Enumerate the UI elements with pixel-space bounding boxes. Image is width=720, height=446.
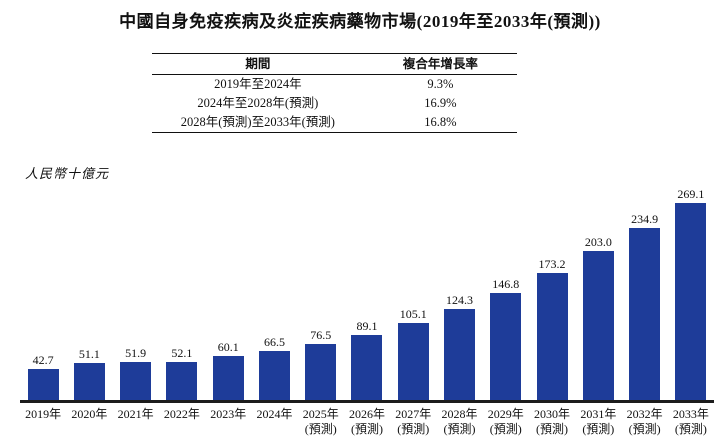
x-axis-line [20,400,714,403]
bar-value-label: 76.5 [310,328,332,342]
x-axis-label: 2028年 (預測) [441,407,478,436]
x-axis-label: 2024年 [256,407,293,421]
bar-chart: 42.7 51.1 51.9 52.1 60.1 66.5 76.5 89.1 105.1 124… [20,185,714,400]
bar-value-label: 234.9 [631,212,659,226]
bar-value-label: 105.1 [399,307,427,322]
bar-value-label: 269.1 [677,187,705,201]
bar-value-label: 146.8 [492,276,520,291]
bar-group: 42.7 [20,185,66,400]
bar [536,273,568,400]
bar [629,228,661,400]
bar-value-label: 124.3 [446,293,474,307]
x-axis-label: 2023年 [210,407,247,421]
bar [120,362,152,400]
bar-value-label: 173.2 [538,257,566,272]
page-title: 中國自身免疫疾病及炎症疾病藥物市場(2019年至2033年(預測)) [119,12,601,31]
bar-value-label: 60.1 [217,340,239,354]
bar [166,361,198,400]
bar-group: 51.1 [66,185,112,400]
x-axis-label: 2031年 (預測) [580,407,617,436]
x-axis-label: 2021年 [117,407,154,421]
bar-group: 60.1 [205,185,251,400]
table-row: 2019年至2024年 9.3% [152,75,517,94]
x-axis-labels: 2019年 2020年 2021年 2022年 2023年 2024年 2025年 (預測) 2… [20,407,714,437]
bar-group: 203.0 [575,185,621,400]
y-axis-unit-label: 人民幣十億元 [25,166,110,181]
cagr-cell: 16.8% [424,115,457,129]
bar-value-label: 51.9 [125,346,147,360]
x-axis-label: 2030年 (預測) [534,407,571,436]
bar-group: 52.1 [159,185,205,400]
bar-value-label: 203.0 [584,235,612,250]
bar [444,309,476,400]
x-axis-label: 2029年 (預測) [487,407,524,436]
x-axis-label: 2019年 [25,407,62,421]
column-header-cagr: 複合年增長率 [402,57,478,71]
bar [73,362,105,400]
cagr-cell: 9.3% [427,77,454,91]
bar-group: 89.1 [344,185,390,400]
bar [212,356,244,400]
x-axis-label: 2025年 (預測) [302,407,339,436]
bar-group: 173.2 [529,185,575,400]
table-row: 2028年(預測)至2033年(預測) 16.8% [152,113,517,132]
period-cell: 2019年至2024年 [214,77,302,91]
bar-group: 269.1 [668,185,714,400]
period-cell: 2024年至2028年(預測) [197,96,319,110]
bar [27,368,59,400]
cagr-table: 期間 複合年增長率 2019年至2024年 9.3% 2024年至2028年(預… [152,53,517,133]
bar-value-label: 52.1 [171,345,193,360]
bar-group: 105.1 [390,185,436,400]
bar-group: 124.3 [436,185,482,400]
bar-group: 76.5 [298,185,344,400]
bar-group: 146.8 [483,185,529,400]
x-axis-label: 2027年 (預測) [395,407,432,436]
cagr-table-header-row: 期間 複合年增長率 [152,54,517,75]
x-axis-label: 2026年 (預測) [348,407,385,436]
bar [582,251,614,400]
cagr-cell: 16.9% [424,96,457,110]
bar [258,351,290,400]
x-axis-label: 2020年 [71,407,108,421]
bar-group: 51.9 [113,185,159,400]
bar-value-label: 66.5 [263,335,285,350]
bar-group: 66.5 [251,185,297,400]
bar [305,344,337,400]
bar [397,323,429,400]
bar [351,334,383,400]
column-header-period: 期間 [245,57,271,71]
bar [675,203,707,400]
bar-value-label: 51.1 [78,346,100,361]
bar-group: 234.9 [621,185,667,400]
period-cell: 2028年(預測)至2033年(預測) [180,115,335,129]
bar-value-label: 89.1 [356,318,378,333]
x-axis-label: 2033年 (預測) [672,407,709,436]
table-row: 2024年至2028年(預測) 16.9% [152,94,517,113]
x-axis-label: 2032年 (預測) [626,407,663,436]
bar-value-label: 42.7 [32,352,54,367]
x-axis-label: 2022年 [163,407,200,421]
bar [490,292,522,400]
